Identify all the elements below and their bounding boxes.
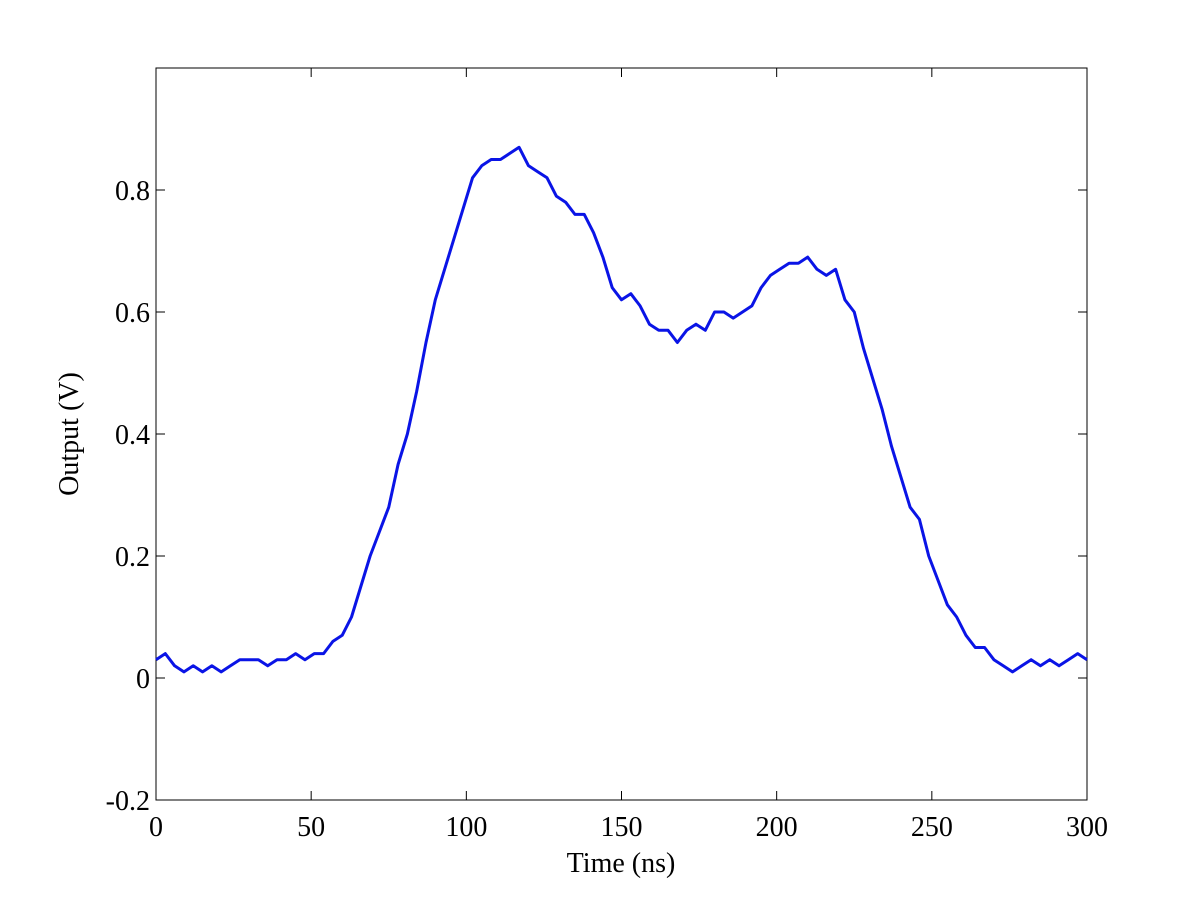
x-tick-label: 200 xyxy=(756,812,798,843)
data-line xyxy=(155,145,1088,674)
x-axis-label: Time (ns) xyxy=(567,848,676,879)
y-axis-label: Output (V) xyxy=(54,372,85,496)
x-tick-label: 50 xyxy=(297,812,325,843)
x-tick-label: 150 xyxy=(601,812,643,843)
y-tick-label: 0.8 xyxy=(115,176,150,207)
x-tick-label: 0 xyxy=(149,812,163,843)
y-tick-label: 0.6 xyxy=(115,298,150,329)
x-tick-label: 100 xyxy=(445,812,487,843)
y-tick-label: 0 xyxy=(136,664,150,695)
x-tick-label: 250 xyxy=(911,812,953,843)
y-tick-label: 0.2 xyxy=(115,542,150,573)
y-tick-label: -0.2 xyxy=(106,786,150,817)
x-tick-label: 300 xyxy=(1066,812,1108,843)
y-tick-label: 0.4 xyxy=(115,420,150,451)
